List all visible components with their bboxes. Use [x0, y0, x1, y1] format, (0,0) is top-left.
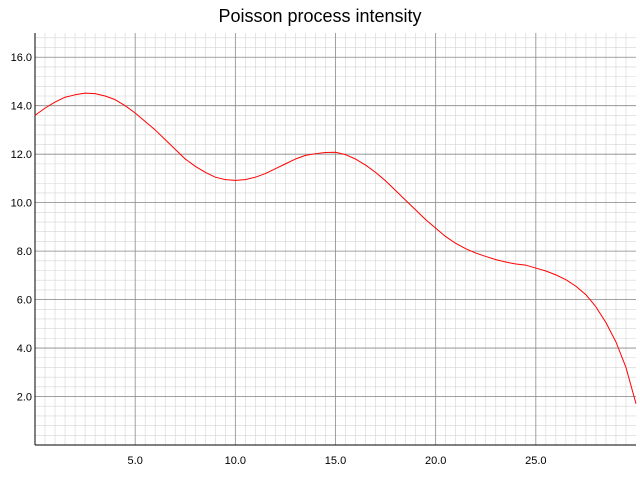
series-line [34, 92, 637, 404]
y-tick-label: 8.0 [17, 246, 32, 258]
y-tick-label: 6.0 [17, 295, 32, 307]
y-tick-label: 14.0 [11, 101, 32, 113]
chart-title: Poisson process intensity [218, 6, 422, 26]
y-tick-label: 4.0 [17, 343, 32, 355]
y-tick-label: 10.0 [11, 198, 32, 210]
y-tick-label: 12.0 [11, 149, 32, 161]
x-axis-ticks: 5.0 10.0 15.0 20.0 25.0 [128, 455, 547, 467]
y-tick-label: 2.0 [17, 392, 32, 404]
y-axis-ticks: 2.0 4.0 6.0 8.0 10.0 12.0 14.0 16.0 [11, 52, 32, 403]
y-tick-label: 16.0 [11, 52, 32, 64]
series-layer [34, 92, 637, 404]
x-tick-label: 10.0 [225, 455, 246, 467]
x-tick-label: 5.0 [128, 455, 143, 467]
x-tick-label: 15.0 [325, 455, 346, 467]
axes [34, 33, 636, 446]
x-tick-label: 25.0 [525, 455, 546, 467]
x-tick-label: 20.0 [425, 455, 446, 467]
major-grid [35, 33, 636, 445]
